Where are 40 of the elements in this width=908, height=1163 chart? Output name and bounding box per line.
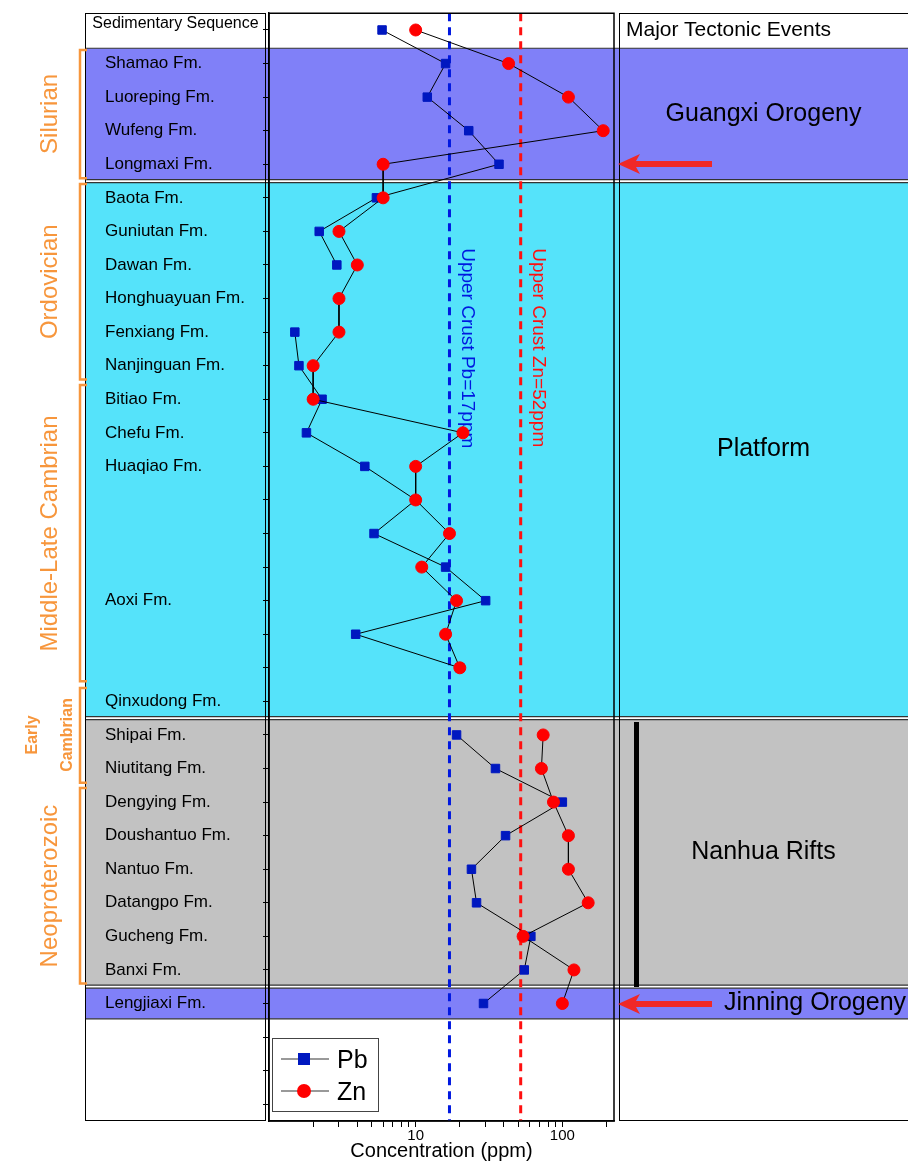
- y-tick-label: Dawan Fm.: [105, 254, 192, 274]
- band-label: Jinning Orogeny: [724, 987, 907, 1016]
- text: Silurian: [34, 73, 62, 154]
- legend-label: Pb: [337, 1044, 368, 1074]
- y-tick-label: Huaqiao Fm.: [105, 456, 203, 476]
- y-tick-label: Bitiao Fm.: [105, 388, 182, 408]
- y-tick-label: Datangpo Fm.: [105, 892, 213, 912]
- text: Middle-Late Cambrian: [34, 415, 62, 652]
- band-label: Guangxi Orogeny: [665, 97, 862, 126]
- ref-line-label: Upper Crust Zn=52ppm: [528, 248, 550, 448]
- y-tick-label: Niutitang Fm.: [105, 758, 207, 778]
- y-tick-label: Qinxudong Fm.: [105, 691, 222, 711]
- y-tick-label: Aoxi Fm.: [105, 590, 173, 610]
- y-tick-label: Guniutan Fm.: [105, 221, 208, 241]
- band-label: Nanhua Rifts: [691, 836, 836, 865]
- y-tick-label: Luoreping Fm.: [105, 86, 215, 106]
- y-tick-label: Banxi Fm.: [105, 959, 182, 979]
- y-tick-label: Shipai Fm.: [105, 724, 187, 744]
- text: Neoproterozoic: [34, 804, 62, 968]
- y-tick-label: Lengjiaxi Fm.: [105, 993, 207, 1013]
- legend-label: Zn: [337, 1076, 367, 1106]
- y-tick-label: Honghuayuan Fm.: [105, 288, 245, 308]
- y-tick-label: Longmaxi Fm.: [105, 153, 213, 173]
- band-label: Platform: [716, 433, 811, 462]
- text: Major Tectonic Events: [626, 17, 833, 42]
- y-tick-label: Nantuo Fm.: [105, 858, 194, 878]
- x-tick-label: 100: [549, 1126, 575, 1144]
- x-tick-label: 10: [407, 1126, 425, 1144]
- y-tick-label: Doushantuo Fm.: [105, 825, 231, 845]
- y-tick-label: Dengying Fm.: [105, 791, 211, 811]
- text: Ordovician: [34, 224, 62, 340]
- text: Early Cambrian: [22, 698, 76, 772]
- y-tick-label: Shamao Fm.: [105, 53, 203, 73]
- y-tick-label: Wufeng Fm.: [105, 120, 198, 140]
- y-tick-label: Gucheng Fm.: [105, 926, 208, 946]
- y-tick-label: Fenxiang Fm.: [105, 321, 209, 341]
- y-tick-label: Nanjinguan Fm.: [105, 355, 226, 375]
- y-tick-label: Chefu Fm.: [105, 422, 185, 442]
- y-tick-label: Baota Fm.: [105, 187, 184, 207]
- text: Sedimentary Sequence: [91, 14, 260, 33]
